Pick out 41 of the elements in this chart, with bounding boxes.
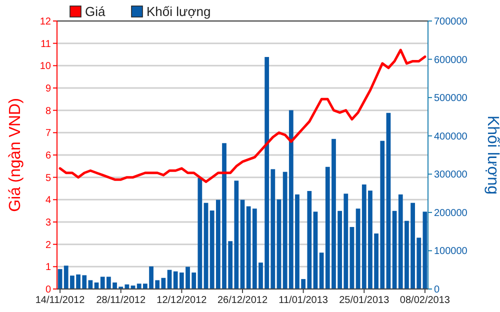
bar xyxy=(386,112,391,289)
y2-tick-label: 200000 xyxy=(434,208,468,219)
y-tick-label: 11 xyxy=(40,38,52,50)
y-axis-title: Giá (ngàn VND) xyxy=(7,98,24,212)
y-tick-label: 10 xyxy=(40,61,52,72)
y2-axis-title: Khối lượng xyxy=(484,115,500,195)
y-tick-label: 12 xyxy=(40,16,52,28)
x-tick-label: 25/01/2013 xyxy=(339,295,390,306)
y-tick-label: 5 xyxy=(45,172,52,184)
x-tick-label: 08/02/2013 xyxy=(400,295,450,306)
y-tick-label: 3 xyxy=(45,218,52,228)
y-tick-label: 4 xyxy=(45,195,52,206)
y2-tick-label: 500000 xyxy=(434,93,468,104)
x-tick-label: 14/11/2012 xyxy=(35,295,86,306)
bar xyxy=(240,200,245,289)
bar xyxy=(422,212,428,289)
bar xyxy=(276,199,282,289)
y-tick-label: 6 xyxy=(45,150,52,162)
y-tick-label: 2 xyxy=(45,240,52,251)
y-tick-label: 0 xyxy=(45,284,52,296)
x-tick-label: 28/11/2012 xyxy=(96,295,146,306)
y2-tick-label: 600000 xyxy=(434,54,468,66)
x-tick-label: 11/01/2013 xyxy=(278,295,328,306)
y-tick-label: 7 xyxy=(45,128,52,140)
bar xyxy=(350,226,354,289)
y2-tick-label: 400000 xyxy=(434,131,468,142)
legend-label: Giá xyxy=(85,4,106,19)
y2-tick-label: 100000 xyxy=(434,246,468,258)
legend-label: Khối lượng xyxy=(146,4,211,19)
y2-tick-label: 300000 xyxy=(434,170,468,181)
y2-tick-label: 700000 xyxy=(434,16,468,28)
bar xyxy=(356,208,360,289)
x-tick-label: 12/12/2012 xyxy=(156,295,208,306)
bar xyxy=(204,202,208,289)
y2-tick-label: 0 xyxy=(434,284,440,296)
bar xyxy=(313,212,318,289)
y-tick-label: 1 xyxy=(45,262,52,274)
y-tick-label: 8 xyxy=(45,106,52,117)
x-tick-label: 26/12/2012 xyxy=(217,295,268,306)
bar xyxy=(392,210,397,289)
y-tick-label: 9 xyxy=(45,84,52,94)
